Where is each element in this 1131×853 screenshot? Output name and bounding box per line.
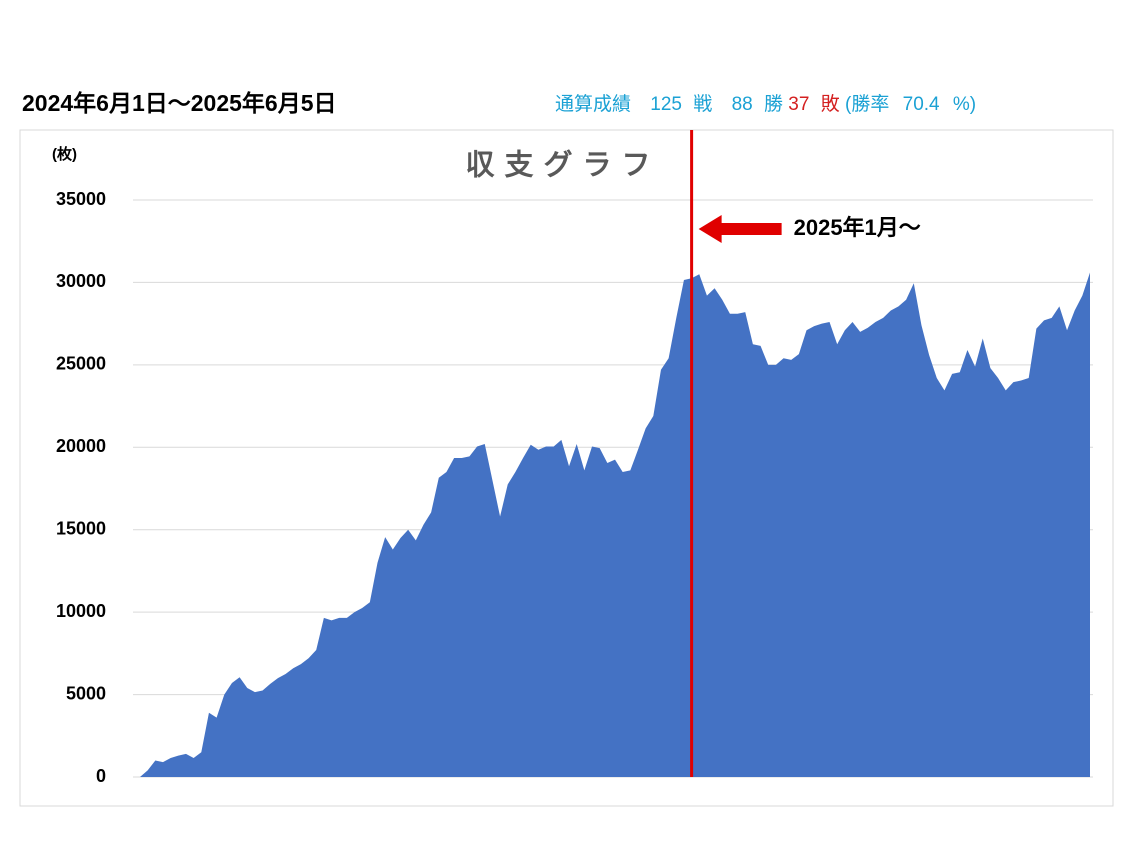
record-label: 通算成績 (555, 93, 631, 115)
y-tick-label: 35000 (56, 189, 106, 209)
battles-unit: 戦 (693, 93, 712, 115)
wins-unit: 勝 (764, 93, 783, 115)
marker-label: 2025年1月～ (794, 215, 921, 240)
rate-close: %) (953, 94, 976, 115)
plot: 0 5000 10000 15000 20000 25000 30000 35000 2025年… (56, 130, 1093, 786)
losses-unit: 敗 (821, 93, 840, 115)
record: 通算成績 125 戦 88 勝 37 敗 (勝率 70.4 %) (555, 93, 976, 115)
wins: 88 (732, 94, 753, 115)
y-axis-label: (枚) (52, 145, 77, 163)
period: 2024年6月1日～2025年6月5日 (22, 90, 337, 116)
losses: 37 (788, 94, 809, 115)
rate-open: (勝率 (845, 93, 889, 115)
rate: 70.4 (903, 94, 940, 115)
y-tick-label: 10000 (56, 601, 106, 621)
y-tick-label: 5000 (66, 683, 106, 703)
y-tick-label: 25000 (56, 354, 106, 374)
area (140, 272, 1090, 777)
battles: 125 (650, 94, 682, 115)
y-tick-label: 30000 (56, 271, 106, 291)
marker-arrow-head (698, 215, 722, 243)
y-tick-label: 15000 (56, 518, 106, 538)
y-tick-label: 0 (96, 766, 106, 786)
marker-arrow-body (719, 223, 782, 235)
chart-title: 収支グラフ (465, 149, 660, 182)
y-tick-label: 20000 (56, 436, 106, 456)
